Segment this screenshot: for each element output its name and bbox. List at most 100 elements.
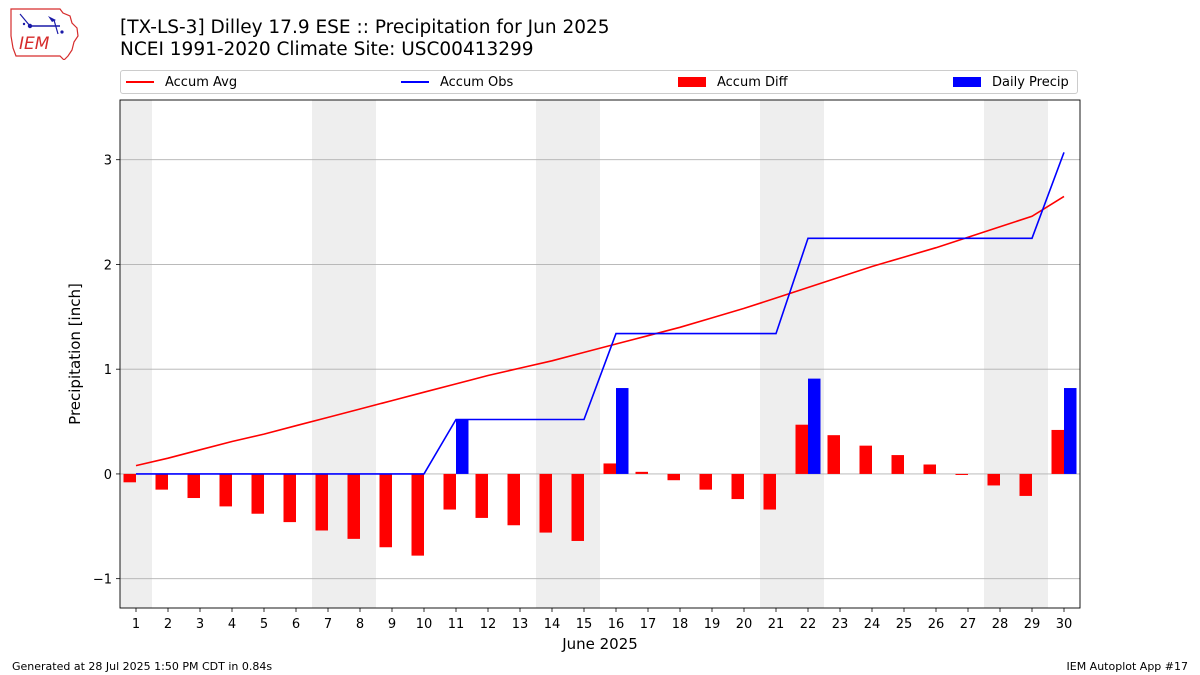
diff-bar	[443, 473, 456, 510]
diff-bar	[123, 473, 136, 483]
x-tick-label: 3	[196, 617, 204, 632]
legend-label: Daily Precip	[992, 74, 1069, 90]
x-tick-label: 18	[672, 617, 689, 632]
daily-bar	[456, 419, 469, 474]
accum-avg-line	[135, 195, 1065, 467]
x-tick-label: 22	[800, 617, 817, 632]
plot-frame	[119, 99, 1081, 609]
y-tick-label: 0	[104, 468, 112, 483]
x-tick-label: 15	[576, 617, 593, 632]
daily-bar	[808, 378, 821, 474]
footer-generated: Generated at 28 Jul 2025 1:50 PM CDT in …	[12, 660, 273, 673]
x-tick-label: 30	[1056, 617, 1073, 632]
weekend-band	[1016, 100, 1048, 608]
x-tick-label: 23	[832, 617, 849, 632]
diff-bar	[731, 473, 744, 500]
x-tick-label: 13	[512, 617, 529, 632]
diff-bar	[955, 473, 968, 475]
weekend-band	[760, 100, 792, 608]
x-tick-label: 29	[1024, 617, 1041, 632]
title-line-1: [TX-LS-3] Dilley 17.9 ESE :: Precipitati…	[120, 17, 610, 38]
logo-text: IEM	[19, 34, 50, 54]
x-tick-label: 8	[356, 617, 364, 632]
x-tick-label: 20	[736, 617, 753, 632]
legend-swatch	[953, 77, 981, 87]
legend-label: Accum Diff	[717, 74, 788, 90]
iem-logo: IEM	[8, 6, 80, 61]
daily-bar	[1064, 388, 1077, 474]
x-tick-label: 26	[928, 617, 945, 632]
diff-bar	[379, 473, 392, 548]
diff-bar	[763, 473, 776, 510]
diff-bar	[347, 473, 360, 539]
x-axis-label: June 2025	[561, 635, 638, 653]
x-tick-label: 7	[324, 617, 332, 632]
diff-bar	[187, 473, 200, 499]
weekend-band	[312, 100, 344, 608]
diff-bar	[251, 473, 264, 514]
weekend-band	[120, 100, 152, 608]
chart-legend: Accum Avg Accum Obs Accum Diff Daily Pre…	[120, 70, 1078, 94]
diff-bar	[539, 473, 552, 533]
x-tick-label: 9	[388, 617, 396, 632]
diff-bar	[635, 471, 648, 474]
diff-bar	[283, 473, 296, 523]
chart-title: [TX-LS-3] Dilley 17.9 ESE :: Precipitati…	[120, 17, 610, 61]
diff-bar	[699, 473, 712, 490]
x-tick-label: 17	[640, 617, 657, 632]
x-tick-label: 5	[260, 617, 268, 632]
diff-bar	[987, 473, 1000, 486]
x-tick-label: 1	[132, 617, 140, 632]
legend-swatch	[401, 81, 429, 83]
x-tick-label: 12	[480, 617, 497, 632]
diff-bar	[219, 473, 232, 507]
legend-swatch	[678, 77, 706, 87]
diff-bar	[923, 464, 936, 474]
diff-bar	[1051, 429, 1064, 474]
accum-obs-line	[136, 152, 1065, 475]
x-tick-label: 14	[544, 617, 561, 632]
diff-bar	[411, 473, 424, 556]
x-tick-label: 6	[292, 617, 300, 632]
x-tick-label: 28	[992, 617, 1009, 632]
diff-bar	[1019, 473, 1032, 496]
y-tick-label: 2	[104, 258, 112, 273]
x-tick-label: 27	[960, 617, 977, 632]
y-axis-label: Precipitation [inch]	[66, 283, 84, 425]
legend-item-accum-avg: Accum Avg	[126, 71, 237, 93]
legend-swatch	[126, 81, 154, 83]
x-tick-label: 2	[164, 617, 172, 632]
legend-item-accum-obs: Accum Obs	[401, 71, 513, 93]
x-tick-label: 21	[768, 617, 785, 632]
weekend-band	[984, 100, 1016, 608]
diff-bar	[891, 455, 904, 474]
y-tick-label: 1	[104, 363, 112, 378]
x-tick-label: 19	[704, 617, 721, 632]
y-tick-label: −1	[93, 573, 112, 588]
diff-bar	[859, 445, 872, 474]
diff-bar	[571, 473, 584, 541]
x-tick-label: 24	[864, 617, 881, 632]
diff-bar	[507, 473, 520, 526]
diff-bar	[667, 473, 680, 481]
x-tick-label: 11	[448, 617, 465, 632]
legend-label: Accum Obs	[440, 74, 514, 90]
weekend-band	[792, 100, 824, 608]
x-tick-label: 16	[608, 617, 625, 632]
x-tick-label: 10	[416, 617, 433, 632]
diff-bar	[315, 473, 328, 531]
title-line-2: NCEI 1991-2020 Climate Site: USC00413299	[120, 39, 534, 60]
diff-bar	[155, 473, 168, 490]
footer-app: IEM Autoplot App #17	[1066, 660, 1189, 673]
y-tick-label: 3	[104, 154, 112, 169]
diff-bar	[603, 463, 616, 474]
daily-bar	[616, 388, 629, 474]
diff-bar	[795, 424, 808, 474]
x-tick-label: 4	[228, 617, 236, 632]
legend-item-accum-diff: Accum Diff	[678, 71, 788, 93]
diff-bar	[475, 473, 488, 518]
legend-label: Accum Avg	[165, 74, 238, 90]
diff-bar	[827, 435, 840, 474]
legend-item-daily-precip: Daily Precip	[953, 71, 1069, 93]
